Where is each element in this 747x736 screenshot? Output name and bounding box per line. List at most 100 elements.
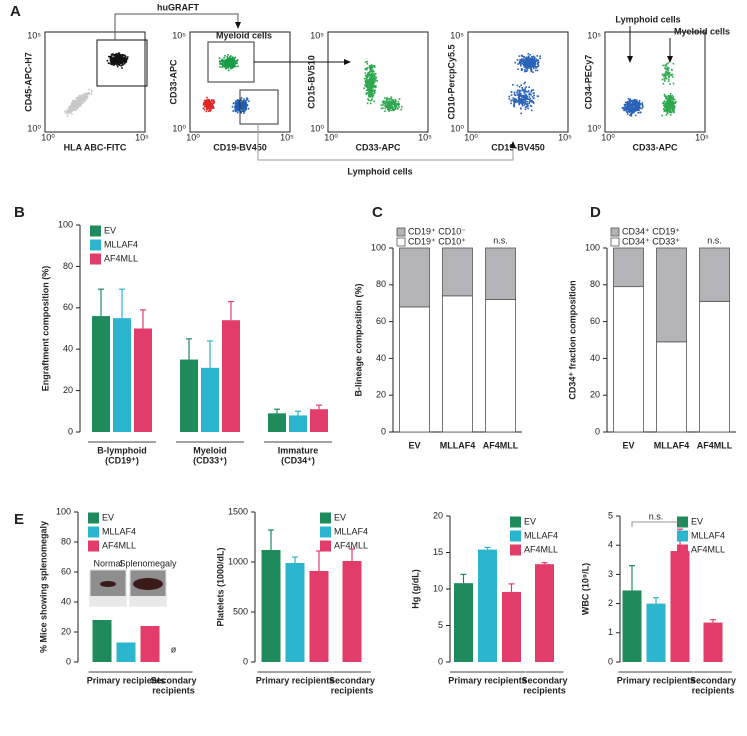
event-dot: [387, 108, 390, 110]
event-dot: [665, 106, 668, 109]
event-dot: [374, 66, 376, 68]
y-tick-label: 0: [381, 426, 386, 436]
flow-tick-label: 10⁰: [587, 123, 601, 133]
event-dot: [122, 63, 124, 66]
event-dot: [369, 68, 372, 70]
event-dot: [90, 89, 93, 92]
y-tick-label: 80: [590, 279, 600, 289]
event-dot: [631, 104, 634, 107]
x-tick-label: Secondary: [690, 675, 736, 685]
event-dot: [116, 62, 118, 65]
event-dot: [246, 99, 248, 101]
event-dot: [637, 111, 639, 114]
lymphoid-label: Lymphoid cells: [615, 14, 680, 24]
event-dot: [667, 108, 670, 110]
event-dot: [526, 100, 529, 103]
event-dot: [202, 107, 205, 110]
event-dot: [240, 99, 243, 102]
bar: [222, 320, 240, 432]
event-dot: [390, 97, 392, 100]
event-dot: [674, 101, 676, 103]
event-dot: [671, 94, 674, 97]
event-dot: [517, 63, 519, 65]
event-dot: [370, 91, 372, 93]
event-dot: [118, 63, 121, 66]
event-dot: [629, 110, 632, 113]
event-dot: [209, 104, 211, 106]
event-dot: [662, 102, 664, 105]
event-dot: [235, 100, 237, 103]
y-axis-label: % Mice showing splenomegaly: [38, 521, 48, 653]
event-dot: [514, 61, 516, 64]
event-dot: [532, 101, 534, 103]
event-dot: [368, 85, 371, 88]
event-dot: [636, 103, 639, 106]
bar: [454, 583, 473, 662]
event-dot: [667, 106, 670, 109]
event-dot: [393, 108, 396, 111]
event-dot: [366, 67, 369, 69]
event-dot: [516, 99, 519, 102]
event-dot: [524, 102, 527, 105]
event-dot: [86, 95, 88, 98]
bar: [622, 590, 642, 662]
event-dot: [671, 73, 674, 76]
event-dot: [393, 101, 395, 104]
event-dot: [630, 110, 633, 113]
event-dot: [528, 102, 530, 105]
event-dot: [630, 105, 632, 107]
event-dot: [368, 95, 370, 97]
legend-swatch: [90, 253, 101, 265]
event-dot: [637, 104, 640, 107]
flow-y-label: CD33-APC: [168, 59, 178, 105]
event-dot: [114, 63, 116, 65]
event-dot: [673, 105, 675, 108]
flow-tick-label: 10⁰: [27, 123, 41, 133]
event-dot: [665, 77, 668, 80]
event-dot: [114, 59, 117, 61]
event-dot: [634, 102, 637, 105]
myeloid-label: Myeloid cells: [674, 26, 730, 36]
event-dot: [513, 93, 516, 96]
event-dot: [383, 102, 385, 105]
event-dot: [525, 90, 527, 93]
bar: [670, 551, 690, 662]
event-dot: [223, 56, 226, 59]
event-dot: [527, 67, 530, 69]
event-dot: [367, 73, 370, 76]
event-dot: [115, 57, 117, 59]
event-dot: [203, 99, 206, 102]
event-dot: [115, 55, 118, 57]
event-dot: [84, 100, 86, 103]
event-dot: [73, 103, 76, 105]
event-dot: [229, 66, 232, 69]
bar-segment: [656, 247, 687, 343]
event-dot: [114, 55, 117, 58]
event-dot: [373, 81, 376, 83]
x-tick-label: AF4MLL: [483, 440, 519, 450]
spleen: [100, 581, 116, 587]
event-dot: [664, 95, 666, 97]
event-dot: [74, 106, 77, 109]
event-dot: [672, 108, 674, 111]
flow-tick-label: 10⁵: [280, 132, 294, 142]
event-dot: [365, 68, 368, 71]
event-dot: [246, 97, 248, 99]
event-dot: [82, 98, 84, 101]
event-dot: [366, 62, 369, 65]
event-dot: [528, 57, 531, 59]
flow-tick-label: 10⁵: [418, 132, 432, 142]
event-dot: [69, 106, 71, 109]
y-tick-label: 20: [63, 385, 73, 395]
event-dot: [523, 65, 526, 67]
event-dot: [671, 104, 674, 107]
event-dot: [82, 94, 85, 97]
event-dot: [517, 68, 519, 70]
panel-label: C: [372, 204, 383, 221]
event-dot: [385, 101, 387, 104]
event-dot: [664, 109, 667, 112]
event-dot: [521, 54, 523, 57]
event-dot: [384, 110, 386, 113]
event-dot: [207, 104, 210, 107]
